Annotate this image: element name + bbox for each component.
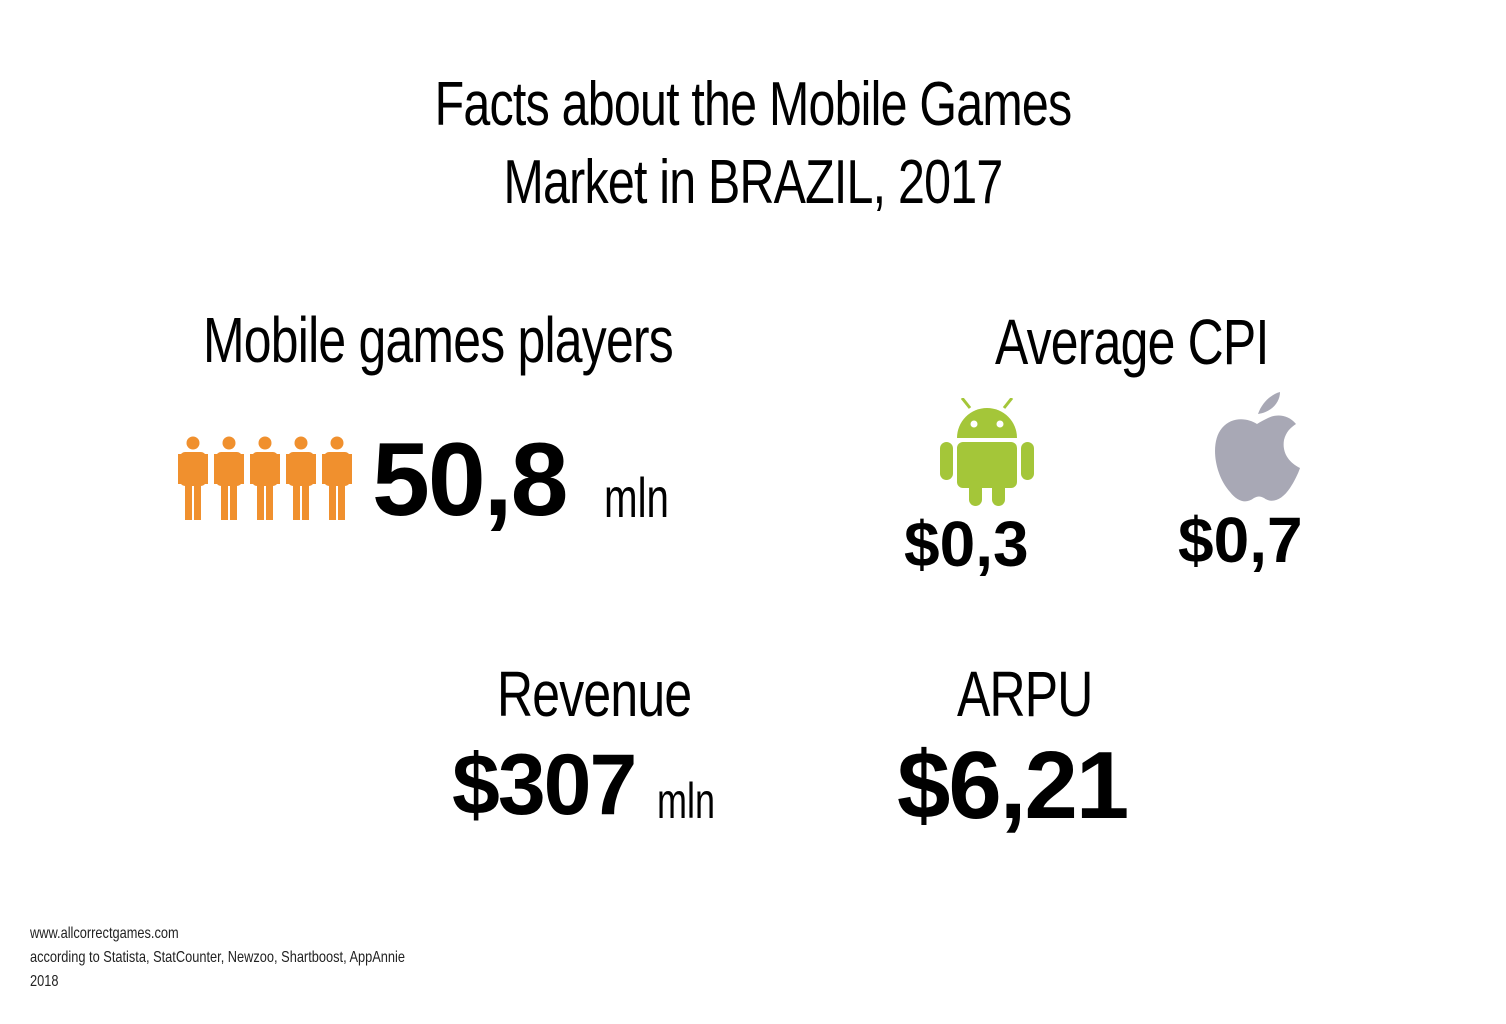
- people-icons: [176, 436, 354, 520]
- android-cpi-value: $0,3: [904, 508, 1029, 580]
- players-unit: mln: [604, 466, 669, 529]
- footer-year: 2018: [30, 973, 59, 990]
- arpu-heading: ARPU: [957, 658, 1093, 730]
- revenue-heading: Revenue: [497, 658, 692, 730]
- person-icon: [322, 436, 352, 520]
- arpu-value: $6,21: [897, 732, 1129, 839]
- title-line-1: Facts about the Mobile Games: [434, 70, 1072, 139]
- page-title: Facts about the Mobile Games Market in B…: [363, 66, 1143, 222]
- title-line-2: Market in BRAZIL, 2017: [503, 148, 1004, 217]
- android-icon: [940, 398, 1034, 506]
- footer-sources: according to Statista, StatCounter, Newz…: [30, 949, 405, 966]
- person-icon: [250, 436, 280, 520]
- ios-cpi-value: $0,7: [1178, 504, 1303, 576]
- person-icon: [178, 436, 208, 520]
- players-heading: Mobile games players: [203, 304, 674, 376]
- footer: www.allcorrectgames.com according to Sta…: [30, 922, 405, 994]
- players-value: 50,8: [372, 422, 568, 538]
- revenue-unit: mln: [657, 773, 716, 829]
- person-icon: [214, 436, 244, 520]
- apple-icon: [1215, 392, 1300, 502]
- footer-url: www.allcorrectgames.com: [30, 925, 179, 942]
- revenue-value: $307: [452, 737, 637, 833]
- cpi-heading: Average CPI: [995, 306, 1269, 378]
- person-icon: [286, 436, 316, 520]
